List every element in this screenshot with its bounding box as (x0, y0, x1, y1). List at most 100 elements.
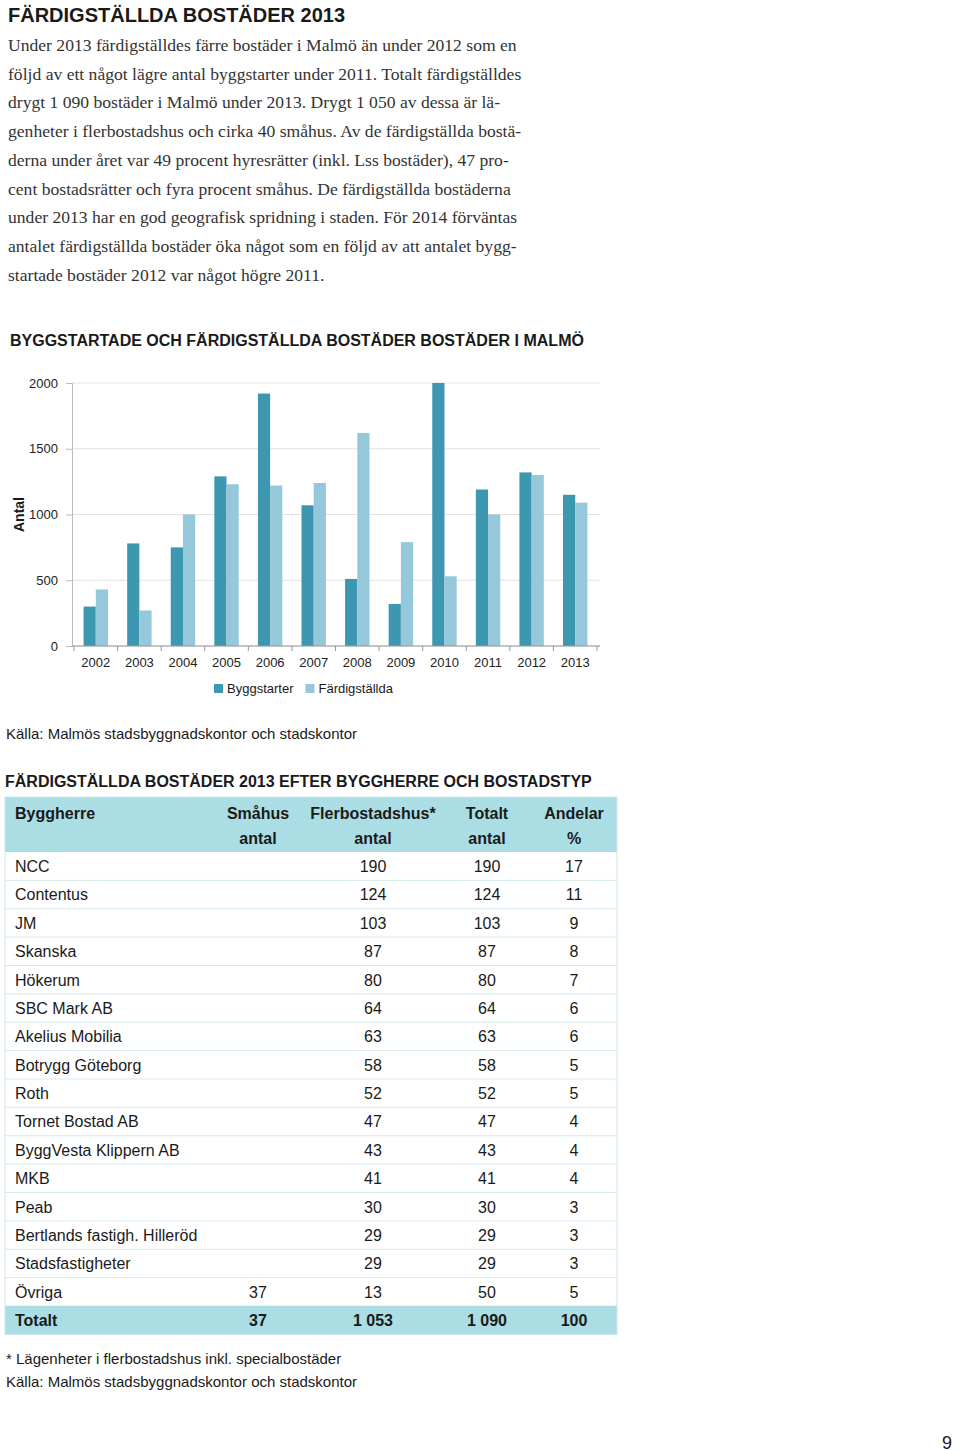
x-tick: 2003 (125, 646, 154, 670)
table-cell: Bertlands fastigh. Hilleröd (15, 1227, 197, 1244)
x-tick: 2007 (299, 646, 328, 670)
x-tick-label: 2006 (256, 655, 285, 670)
table-cell: 43 (478, 1142, 496, 1159)
table-cell: 4 (570, 1113, 579, 1130)
table-cell: 47 (364, 1113, 382, 1130)
row-divider (5, 937, 617, 938)
y-tick: 500 (36, 573, 72, 588)
bar (270, 486, 282, 646)
table-cell: 29 (364, 1255, 382, 1272)
category-separator (74, 646, 75, 651)
bar (302, 505, 314, 646)
table-title: FÄRDIGSTÄLLDA BOSTÄDER 2013 EFTER BYGGHE… (5, 773, 592, 790)
table-cell: Akelius Mobilia (15, 1028, 122, 1045)
y-tick-mark (66, 580, 72, 581)
bar (96, 589, 108, 646)
heading: FÄRDIGSTÄLLDA BOSTÄDER 2013 (8, 4, 345, 26)
table-cell: 190 (360, 858, 387, 875)
table-cell: NCC (15, 858, 50, 875)
legend-label: Byggstarter (227, 681, 294, 696)
table-cell: 103 (360, 915, 387, 932)
x-tick: 2004 (168, 646, 197, 670)
category-separator (291, 646, 292, 651)
table-cell: 80 (364, 972, 382, 989)
x-tick-label: 2009 (386, 655, 415, 670)
table-cell: 30 (364, 1199, 382, 1216)
table-cell: MKB (15, 1170, 50, 1187)
x-tick: 2011 (474, 646, 502, 670)
category-separator (379, 646, 380, 651)
category-separator (553, 646, 554, 651)
x-tick: 2013 (561, 646, 590, 670)
y-axis: 0500100015002000 (29, 376, 72, 654)
table-cell: 58 (364, 1057, 382, 1074)
bar (84, 607, 96, 646)
table-cell: 37 (249, 1284, 267, 1301)
table-cell: 50 (478, 1284, 496, 1301)
paragraph-line: Under 2013 färdigställdes färre bostäder… (8, 35, 517, 55)
table-cell: 29 (364, 1227, 382, 1244)
bar (345, 579, 357, 646)
page: FÄRDIGSTÄLLDA BOSTÄDER 2013 Under 2013 fä… (0, 0, 960, 1450)
table-cell: 47 (478, 1113, 496, 1130)
category-separator (422, 646, 423, 651)
table-cell: 11 (566, 886, 583, 903)
grid (72, 383, 600, 646)
y-tick-label: 1000 (29, 507, 58, 522)
legend: ByggstarterFärdigställda (214, 681, 394, 696)
row-divider (5, 1050, 617, 1051)
x-tick: 2005 (212, 646, 241, 670)
grid-line (72, 448, 600, 449)
row-divider (5, 1277, 617, 1278)
table-header: antal (239, 830, 276, 847)
table-cell: 52 (478, 1085, 496, 1102)
bar (401, 542, 413, 646)
table-footnote: * Lägenheter i flerbostadshus inkl. spec… (6, 1350, 341, 1367)
x-tick-label: 2004 (168, 655, 197, 670)
series (96, 433, 588, 646)
row-divider (5, 1192, 617, 1193)
table-cell: 103 (474, 915, 501, 932)
table-cell: 58 (478, 1057, 496, 1074)
x-tick-label: 2012 (517, 655, 546, 670)
table-cell: 80 (478, 972, 496, 989)
table-header: antal (468, 830, 505, 847)
table-header: Byggherre (15, 805, 95, 822)
row-divider (5, 993, 617, 994)
category-separator (204, 646, 205, 651)
x-axis: 2002200320042005200620072008200920102011… (72, 646, 600, 670)
table-total-cell: 1 090 (467, 1312, 507, 1329)
row-divider (5, 1220, 617, 1221)
x-tick: 2010 (430, 646, 459, 670)
table-cell: 4 (570, 1142, 579, 1159)
table-cell: 63 (364, 1028, 382, 1045)
bar (258, 394, 270, 646)
bar (519, 472, 531, 646)
table-cell: Övriga (15, 1284, 62, 1301)
x-tick-label: 2011 (474, 655, 502, 670)
table-cell: 4 (570, 1170, 579, 1187)
y-tick: 0 (51, 639, 72, 654)
bar (139, 610, 151, 646)
row-divider (5, 1249, 617, 1250)
paragraph-line: antalet färdigställda bostäder öka något… (8, 236, 517, 256)
table-total-cell: Totalt (15, 1312, 58, 1329)
chart-title: BYGGSTARTADE OCH FÄRDIGSTÄLLDA BOSTÄDER … (10, 331, 584, 349)
bar (214, 476, 226, 646)
paragraph-line: startade bostäder 2012 var något högre 2… (8, 265, 324, 285)
series (84, 383, 576, 646)
row-divider (5, 1022, 617, 1023)
table-header: Småhus (227, 805, 289, 822)
x-tick-label: 2003 (125, 655, 154, 670)
bars (84, 383, 588, 646)
paragraph-line: derna under året var 49 procent hyresrät… (8, 150, 509, 170)
bar (183, 515, 195, 647)
table-cell: ByggVesta Klippern AB (15, 1142, 180, 1159)
table: FÄRDIGSTÄLLDA BOSTÄDER 2013 EFTER BYGGHE… (5, 773, 617, 1334)
chart-source: Källa: Malmös stadsbyggnadskontor och st… (6, 725, 357, 742)
table-cell: 29 (478, 1227, 496, 1244)
table-cell: 29 (478, 1255, 496, 1272)
page-number: 9 (942, 1433, 952, 1450)
legend-swatch (214, 684, 223, 693)
y-tick: 1500 (29, 441, 72, 456)
